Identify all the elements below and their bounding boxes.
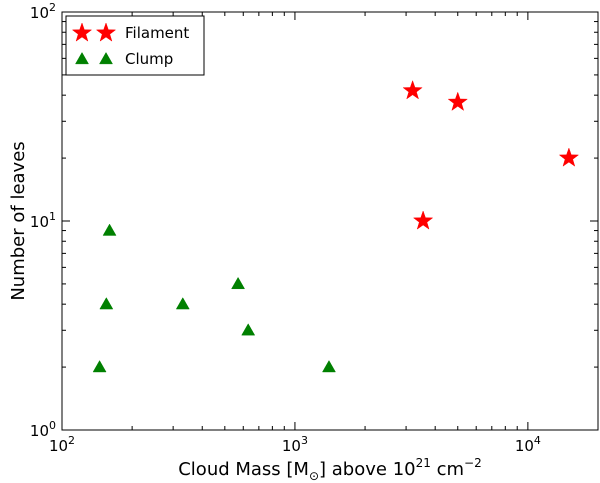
clump-point	[92, 360, 107, 373]
clump-point	[175, 297, 190, 310]
x-axis-title: Cloud Mass [M⊙] above 1021 cm−2	[178, 456, 482, 483]
filament-point	[412, 210, 434, 230]
tick-marks	[61, 11, 599, 431]
clump-point	[241, 323, 256, 336]
x-tick-labels: 102 103 104	[49, 434, 541, 455]
legend-filament-marker	[95, 22, 117, 42]
x-tick-label: 103	[282, 434, 308, 455]
y-tick-label: 100	[30, 419, 56, 440]
clump-point	[231, 276, 246, 290]
legend-clump-marker	[75, 51, 89, 65]
y-tick-label: 101	[30, 210, 56, 231]
filament-point	[447, 91, 468, 111]
y-tick-label: 102	[30, 1, 56, 22]
filament-point	[558, 147, 580, 167]
legend-label-clump: Clump	[125, 50, 173, 68]
legend-filament-marker	[71, 22, 93, 42]
legend-box	[65, 15, 205, 76]
clump-point	[99, 297, 114, 310]
legend-clump-marker	[99, 51, 113, 65]
clump-point	[322, 360, 336, 373]
legend-markers	[71, 22, 117, 65]
y-axis-title: Number of leaves	[8, 141, 29, 300]
clump-point	[102, 223, 117, 236]
legend: Filament Clump	[65, 15, 205, 76]
legend-label-filament: Filament	[125, 24, 189, 42]
data-points	[92, 79, 580, 373]
x-tick-label: 104	[515, 434, 541, 455]
y-tick-labels: 100 101 102	[30, 1, 56, 440]
filament-point	[402, 79, 423, 100]
x-tick-label: 102	[49, 434, 75, 455]
